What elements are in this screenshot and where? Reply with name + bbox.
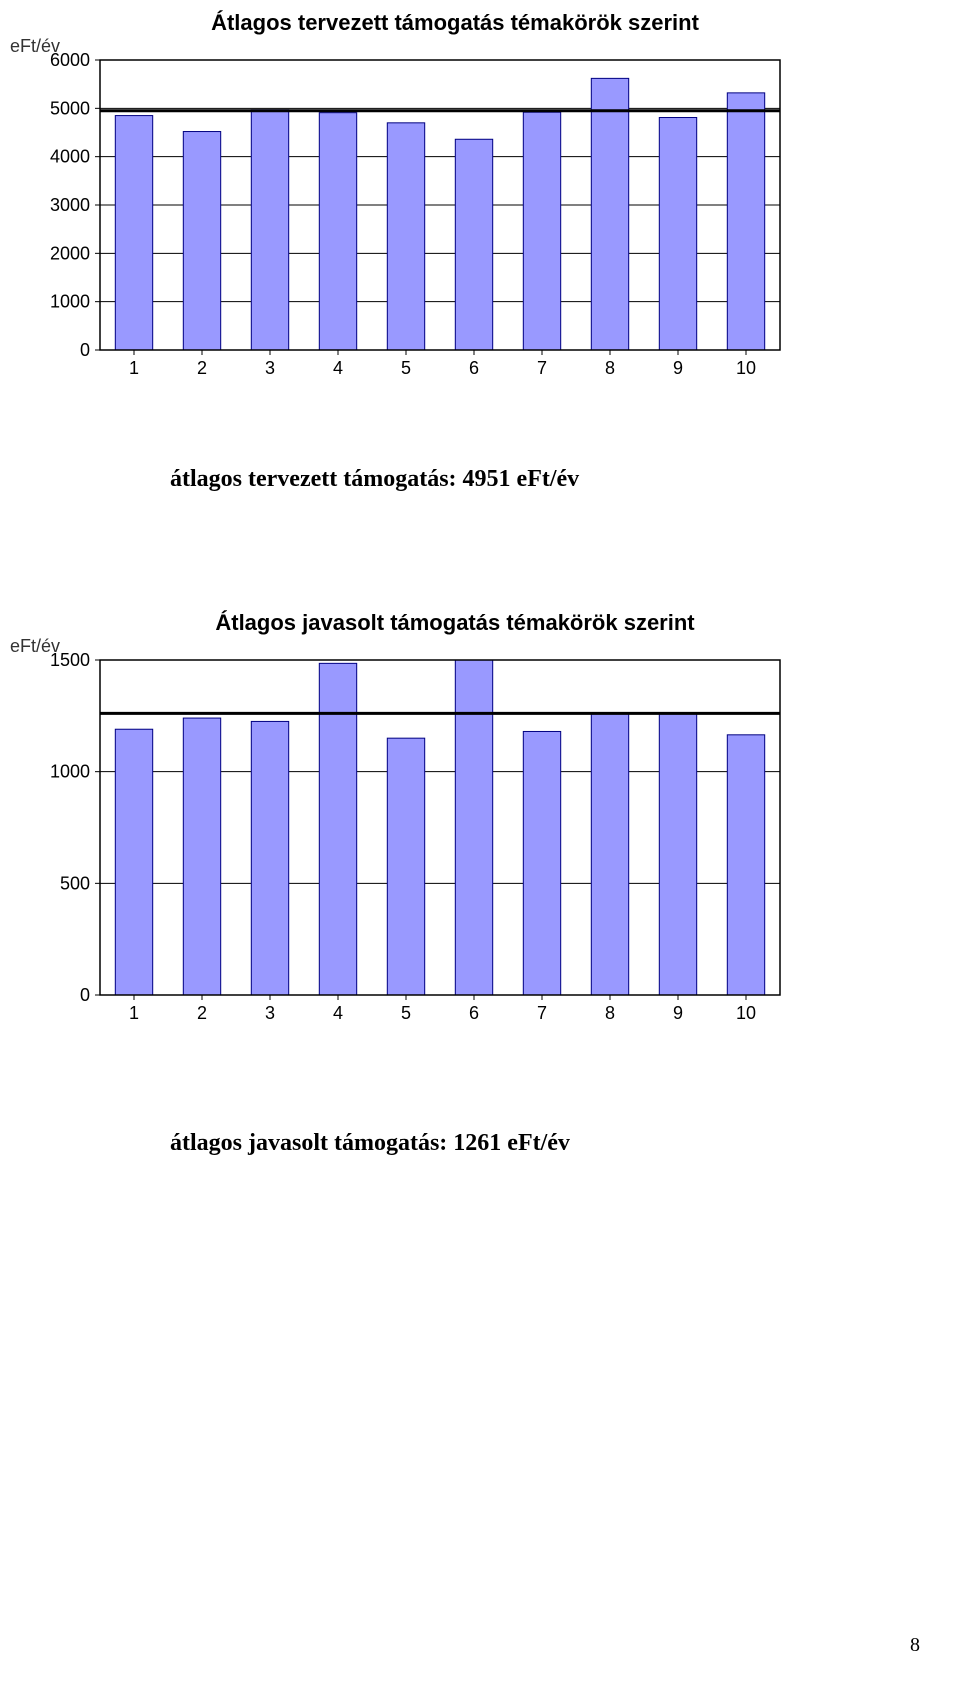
svg-text:4: 4 xyxy=(333,358,343,378)
chart2-unit: eFt/év xyxy=(10,636,60,657)
svg-text:0: 0 xyxy=(80,985,90,1005)
svg-text:2: 2 xyxy=(197,1003,207,1023)
chart-tervezett: eFt/év Átlagos tervezett támogatás témak… xyxy=(10,10,810,395)
svg-text:10: 10 xyxy=(736,358,756,378)
svg-text:0: 0 xyxy=(80,340,90,360)
svg-text:9: 9 xyxy=(673,358,683,378)
chart2-plot: 05001000150012345678910 xyxy=(10,640,810,1040)
svg-text:1: 1 xyxy=(129,358,139,378)
caption-tervezett: átlagos tervezett támogatás: 4951 eFt/év xyxy=(170,466,579,493)
svg-text:2000: 2000 xyxy=(50,243,90,263)
svg-text:1000: 1000 xyxy=(50,292,90,312)
svg-text:6: 6 xyxy=(469,1003,479,1023)
chart-javasolt: eFt/év Átlagos javasolt támogatás témakö… xyxy=(10,610,810,1040)
svg-text:3000: 3000 xyxy=(50,195,90,215)
svg-text:7: 7 xyxy=(537,1003,547,1023)
svg-text:5: 5 xyxy=(401,358,411,378)
page: eFt/év Átlagos tervezett támogatás témak… xyxy=(0,0,960,1687)
svg-text:3: 3 xyxy=(265,358,275,378)
svg-text:2: 2 xyxy=(197,358,207,378)
svg-text:8: 8 xyxy=(605,1003,615,1023)
svg-text:10: 10 xyxy=(736,1003,756,1023)
svg-text:7: 7 xyxy=(537,358,547,378)
svg-text:3: 3 xyxy=(265,1003,275,1023)
svg-text:1: 1 xyxy=(129,1003,139,1023)
chart1-title: Átlagos tervezett támogatás témakörök sz… xyxy=(10,10,810,36)
svg-text:9: 9 xyxy=(673,1003,683,1023)
chart1-unit: eFt/év xyxy=(10,36,60,57)
svg-text:5: 5 xyxy=(401,1003,411,1023)
chart2-title: Átlagos javasolt támogatás témakörök sze… xyxy=(10,610,810,636)
svg-text:1000: 1000 xyxy=(50,762,90,782)
svg-text:6: 6 xyxy=(469,358,479,378)
page-number: 8 xyxy=(910,1634,920,1657)
svg-text:5000: 5000 xyxy=(50,98,90,118)
svg-text:8: 8 xyxy=(605,358,615,378)
chart1-plot: 010002000300040005000600012345678910 xyxy=(10,40,810,395)
svg-text:500: 500 xyxy=(60,873,90,893)
caption-javasolt: átlagos javasolt támogatás: 1261 eFt/év xyxy=(170,1130,570,1157)
svg-text:4: 4 xyxy=(333,1003,343,1023)
svg-text:4000: 4000 xyxy=(50,147,90,167)
